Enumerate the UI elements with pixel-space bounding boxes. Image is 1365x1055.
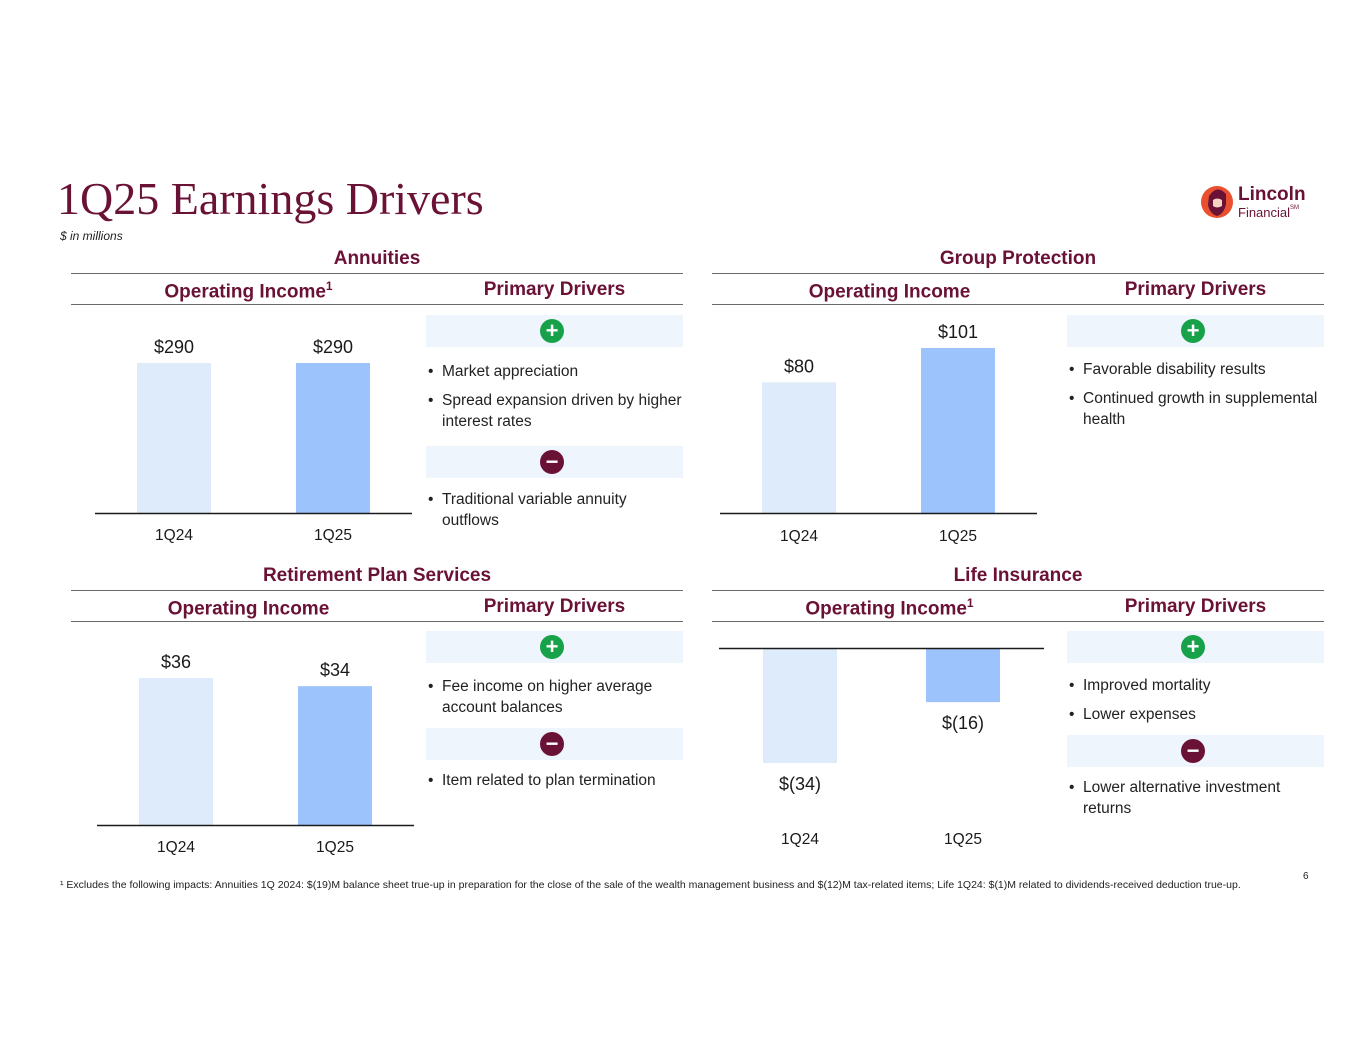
- group-protection-bar-chart: $80 1Q24 $101 1Q25: [720, 322, 1037, 545]
- plus-icon: +: [540, 319, 564, 343]
- negative-drivers-list: Item related to plan termination: [428, 770, 683, 799]
- group-protection-chart: $80 1Q24 $101 1Q25: [712, 298, 1060, 548]
- operating-income-heading: Operating Income: [167, 598, 330, 620]
- minus-icon: −: [1181, 739, 1205, 763]
- data-label: $36: [161, 652, 191, 672]
- life-insurance-panel: Life Insurance Operating Income1 Primary…: [712, 565, 1324, 865]
- positive-band: +: [426, 631, 683, 663]
- positive-drivers-list: Improved mortality Lower expenses: [1069, 675, 1324, 733]
- bar-1q24: [762, 382, 836, 513]
- divider: [71, 621, 683, 622]
- primary-drivers-heading: Primary Drivers: [1124, 596, 1267, 617]
- positive-band: +: [426, 315, 683, 347]
- annuities-panel: Annuities Operating Income1 Primary Driv…: [71, 248, 683, 548]
- retirement-plan-services-title: Retirement Plan Services: [262, 565, 492, 586]
- list-item: Market appreciation: [428, 361, 683, 382]
- list-item: Spread expansion driven by higher intere…: [428, 390, 683, 432]
- positive-drivers-list: Favorable disability results Continued g…: [1069, 359, 1324, 438]
- positive-band: +: [1067, 315, 1324, 347]
- category-label: 1Q25: [316, 839, 354, 856]
- negative-band: −: [426, 728, 683, 760]
- logo-wordmark: Lincoln: [1238, 184, 1306, 205]
- primary-drivers-heading: Primary Drivers: [483, 596, 626, 617]
- bar-1q24: [137, 363, 211, 513]
- data-label: $101: [938, 322, 978, 342]
- page-number: 6: [1303, 871, 1309, 882]
- lincoln-logo: Lincoln FinancialSM: [1200, 182, 1320, 224]
- retirement-plan-services-panel: Retirement Plan Services Operating Incom…: [71, 565, 683, 865]
- bar-1q25: [926, 648, 1000, 703]
- footnote: ¹ Excludes the following impacts: Annuit…: [60, 879, 1241, 891]
- data-label: $(34): [779, 774, 821, 794]
- annuities-title: Annuities: [333, 248, 421, 269]
- divider: [712, 590, 1324, 591]
- bar-1q25: [296, 363, 370, 513]
- primary-drivers-heading: Primary Drivers: [483, 279, 626, 300]
- list-item: Improved mortality: [1069, 675, 1324, 696]
- minus-icon: −: [540, 450, 564, 474]
- list-item: Lower expenses: [1069, 704, 1324, 725]
- category-label: 1Q25: [944, 831, 982, 848]
- life-insurance-chart: $(34) 1Q24 $(16) 1Q25: [712, 615, 1060, 865]
- group-protection-panel: Group Protection Operating Income Primar…: [712, 248, 1324, 548]
- category-label: 1Q25: [314, 527, 352, 544]
- divider: [71, 304, 683, 305]
- life-insurance-title: Life Insurance: [953, 565, 1083, 586]
- list-item: Lower alternative investment returns: [1069, 777, 1324, 819]
- list-item: Traditional variable annuity outflows: [428, 489, 683, 531]
- bar-1q24: [139, 678, 213, 825]
- positive-band: +: [1067, 631, 1324, 663]
- bar-1q25: [298, 686, 372, 825]
- category-label: 1Q24: [781, 831, 819, 848]
- positive-drivers-list: Fee income on higher average account bal…: [428, 676, 683, 726]
- negative-drivers-list: Traditional variable annuity outflows: [428, 489, 683, 539]
- retirement-plan-services-bar-chart: $36 1Q24 $34 1Q25: [97, 652, 414, 856]
- minus-icon: −: [540, 732, 564, 756]
- divider: [71, 273, 683, 274]
- negative-band: −: [1067, 735, 1324, 767]
- plus-icon: +: [1181, 319, 1205, 343]
- primary-drivers-heading: Primary Drivers: [1124, 279, 1267, 300]
- group-protection-title: Group Protection: [939, 248, 1097, 269]
- category-label: 1Q24: [157, 839, 195, 856]
- logo-subword: FinancialSM: [1238, 205, 1300, 220]
- category-label: 1Q24: [155, 527, 193, 544]
- data-label: $290: [313, 337, 353, 357]
- category-label: 1Q24: [780, 528, 818, 545]
- divider: [712, 304, 1324, 305]
- list-item: Continued growth in supplemental health: [1069, 388, 1324, 430]
- list-item: Item related to plan termination: [428, 770, 683, 791]
- data-label: $34: [320, 660, 350, 680]
- data-label: $(16): [942, 713, 984, 733]
- category-label: 1Q25: [939, 528, 977, 545]
- list-item: Favorable disability results: [1069, 359, 1324, 380]
- positive-drivers-list: Market appreciation Spread expansion dri…: [428, 361, 683, 440]
- plus-icon: +: [540, 635, 564, 659]
- annuities-chart: $290 1Q24 $290 1Q25: [71, 298, 419, 548]
- bar-1q25: [921, 348, 995, 513]
- operating-income-heading: Operating Income1: [805, 596, 974, 620]
- life-insurance-bar-chart: $(34) 1Q24 $(16) 1Q25: [719, 647, 1044, 848]
- divider: [71, 590, 683, 591]
- data-label: $80: [784, 356, 814, 376]
- list-item: Fee income on higher average account bal…: [428, 676, 683, 718]
- negative-band: −: [426, 446, 683, 478]
- retirement-plan-services-chart: $36 1Q24 $34 1Q25: [71, 615, 419, 865]
- divider: [712, 273, 1324, 274]
- operating-income-heading: Operating Income: [808, 281, 971, 303]
- negative-drivers-list: Lower alternative investment returns: [1069, 777, 1324, 827]
- lincoln-portrait-icon: [1201, 186, 1233, 218]
- divider: [712, 621, 1324, 622]
- annuities-bar-chart: $290 1Q24 $290 1Q25: [95, 337, 412, 544]
- plus-icon: +: [1181, 635, 1205, 659]
- bar-1q24: [763, 648, 837, 763]
- page-title: 1Q25 Earnings Drivers: [57, 173, 484, 224]
- units-subtitle: $ in millions: [60, 229, 123, 243]
- operating-income-heading: Operating Income1: [164, 279, 333, 303]
- data-label: $290: [154, 337, 194, 357]
